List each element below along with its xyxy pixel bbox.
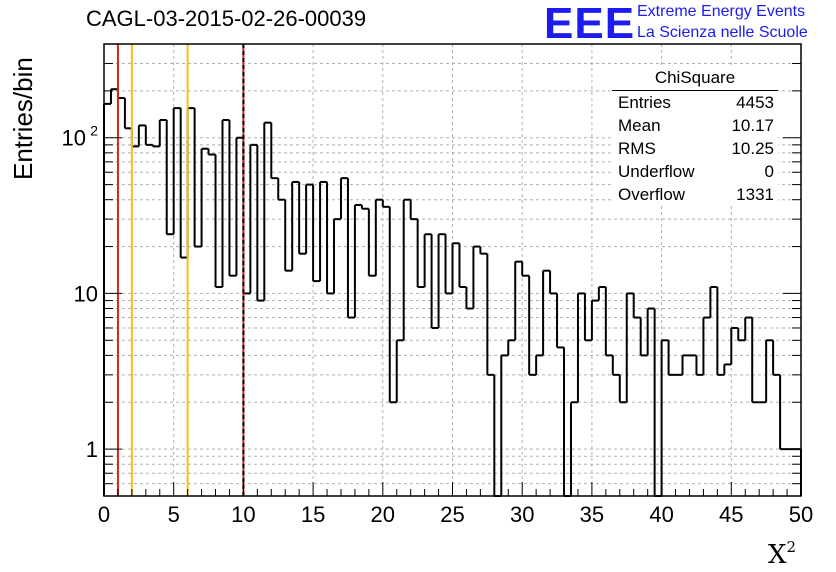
stats-row-underflow: Underflow 0 <box>618 162 774 182</box>
y-axis-label: Entries/bin <box>8 57 38 180</box>
stats-row-mean: Mean 10.17 <box>618 116 774 136</box>
stats-value: 4453 <box>736 93 774 112</box>
x-tick-labels: 0 5 10 15 20 25 30 35 40 45 50 <box>98 502 813 527</box>
y-tick-label: 10 <box>74 281 98 306</box>
x-tick-label: 10 <box>231 502 255 527</box>
x-tick-label: 40 <box>649 502 673 527</box>
stats-row-rms: RMS 10.25 <box>618 139 774 159</box>
stats-row-entries: Entries 4453 <box>618 93 774 113</box>
eee-logo: EEE <box>544 0 636 48</box>
x-axis-label-sup: 2 <box>786 538 797 556</box>
x-tick-label: 50 <box>789 502 813 527</box>
y-tick-label-exponent: 2 <box>90 123 98 139</box>
stats-value: 0 <box>764 162 774 181</box>
stats-label: Mean <box>618 116 661 135</box>
threshold-lines <box>116 44 245 496</box>
y-tick-label: 1 <box>86 437 98 462</box>
org-subtitle: La Scienza nelle Scuole <box>637 24 808 41</box>
stats-title: ChiSquare <box>654 68 736 87</box>
org-name: Extreme Energy Events <box>637 3 806 20</box>
x-axis-label: X2 <box>768 538 797 570</box>
stats-label: RMS <box>618 139 656 158</box>
x-tick-label: 35 <box>580 502 604 527</box>
stats-label: Overflow <box>618 185 686 204</box>
y-tick-label: 10 <box>62 126 86 151</box>
axis-ticks <box>103 43 802 497</box>
stats-divider <box>612 90 778 91</box>
x-tick-label: 15 <box>301 502 325 527</box>
stats-value: 1331 <box>736 185 774 204</box>
stats-row-overflow: Overflow 1331 <box>618 185 774 205</box>
x-tick-label: 45 <box>719 502 743 527</box>
x-tick-label: 25 <box>440 502 464 527</box>
stats-value: 10.17 <box>731 116 774 135</box>
stats-value: 10.25 <box>731 139 774 158</box>
stats-box: ChiSquare Entries 4453 Mean 10.17 RMS 10… <box>612 66 778 206</box>
chart-title: CAGL-03-2015-02-26-00039 <box>86 6 367 31</box>
x-tick-label: 20 <box>371 502 395 527</box>
x-tick-label: 5 <box>168 502 180 527</box>
stats-label: Underflow <box>618 162 695 181</box>
x-tick-label: 30 <box>510 502 534 527</box>
x-axis-label-text: X <box>768 540 787 570</box>
stats-label: Entries <box>618 93 671 112</box>
x-tick-label: 0 <box>98 502 110 527</box>
